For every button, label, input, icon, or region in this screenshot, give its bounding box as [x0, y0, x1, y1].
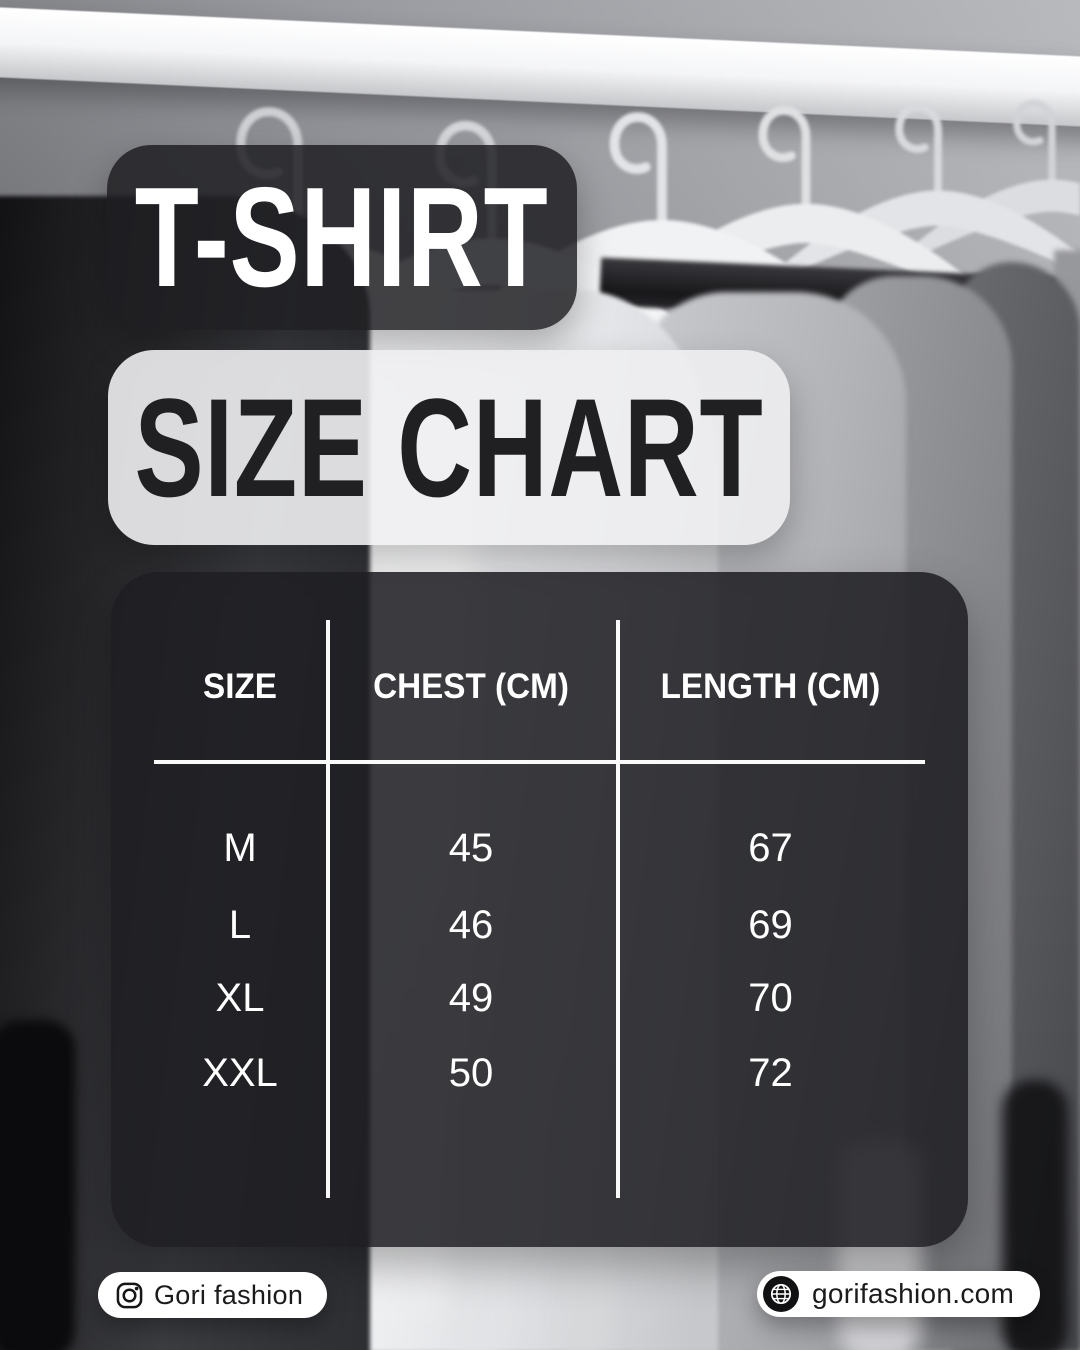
poster-subtitle: SIZE CHART	[134, 368, 764, 526]
cell-chest: 49	[448, 976, 494, 1020]
table-row: XL 49 70	[154, 966, 925, 1030]
table-divider-vertical-2	[616, 620, 620, 1198]
column-header-size: SIZE	[203, 666, 277, 706]
website-url: gorifashion.com	[812, 1278, 1015, 1309]
cell-length: 67	[748, 826, 793, 870]
cell-size: XL	[215, 976, 265, 1020]
cell-chest: 46	[448, 903, 494, 947]
table-row: XXL 50 72	[154, 1041, 925, 1105]
cell-chest: 45	[448, 826, 494, 870]
cell-size: M	[223, 826, 257, 870]
instagram-icon	[116, 1282, 143, 1308]
table-row: M 45 67	[154, 816, 925, 880]
instagram-handle: Gori fashion	[154, 1279, 304, 1310]
instagram-handle-pill[interactable]: Gori fashion	[98, 1272, 328, 1318]
table-row: L 46 69	[154, 893, 925, 957]
cell-length: 69	[748, 903, 793, 947]
column-header-length: LENGTH (CM)	[660, 666, 881, 706]
cell-size: XXL	[202, 1051, 278, 1095]
cell-size: L	[228, 903, 252, 947]
cell-length: 72	[748, 1051, 793, 1095]
shadow-stripe	[0, 1020, 75, 1350]
globe-icon	[763, 1276, 799, 1312]
table-divider-vertical-1	[326, 620, 330, 1198]
subtitle-badge: SIZE CHART	[108, 350, 790, 545]
website-pill[interactable]: gorifashion.com	[757, 1271, 1041, 1317]
size-chart-card: SIZE CHEST (CM) LENGTH (CM) M 45 67 L 46…	[111, 572, 968, 1247]
cell-chest: 50	[448, 1051, 494, 1095]
table-divider-horizontal	[154, 760, 925, 764]
cell-length: 70	[748, 976, 793, 1020]
title-badge: T-SHIRT	[107, 145, 577, 330]
table-header-row: SIZE CHEST (CM) LENGTH (CM)	[154, 654, 925, 718]
poster-title: T-SHIRT	[135, 157, 549, 317]
hanger-icon	[779, 102, 1080, 277]
column-header-chest: CHEST (CM)	[373, 666, 569, 706]
